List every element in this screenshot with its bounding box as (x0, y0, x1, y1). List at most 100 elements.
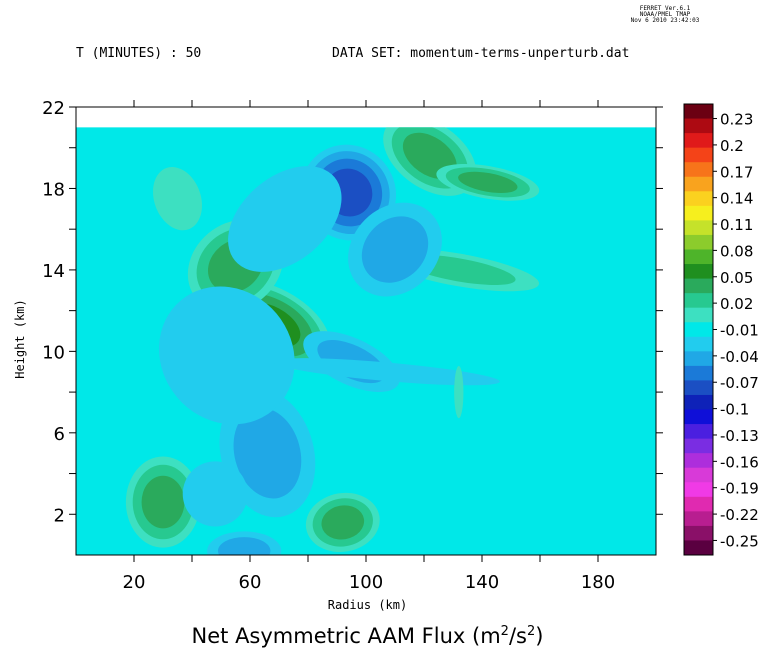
title-main: Net Asymmetric AAM Flux (m (191, 624, 501, 648)
title-sup-1: 2 (500, 624, 509, 639)
colorbar-label: -0.16 (720, 453, 759, 471)
title-sup-2: 2 (526, 624, 536, 639)
contour-feature (305, 492, 380, 553)
colorbar-label: -0.13 (720, 427, 759, 445)
colorbar-swatch (684, 336, 713, 352)
colorbar-swatch (684, 104, 713, 120)
colorbar-swatch (684, 394, 713, 411)
y-tick-label: 6 (54, 424, 65, 445)
empty-region (76, 107, 656, 128)
title-mid: /s (508, 624, 527, 648)
colorbar-label: 0.14 (720, 190, 753, 208)
y-tick-label: 2 (54, 505, 65, 526)
colorbar-swatch (684, 438, 713, 454)
chart-title: Net Asymmetric AAM Flux (m2/s2) (0, 624, 735, 648)
contour-feature (153, 167, 202, 231)
contour-feature (228, 166, 342, 272)
contour-band (454, 366, 464, 419)
colorbar-swatch (684, 467, 713, 483)
contour-feature (454, 366, 464, 419)
colorbar-label: 0.05 (720, 269, 753, 287)
contour-band (228, 166, 342, 272)
colorbar-swatch (684, 424, 713, 440)
colorbar-label: -0.01 (720, 322, 759, 340)
colorbar-swatch (684, 380, 713, 396)
contour-band (361, 216, 429, 283)
contour-features (125, 127, 540, 555)
contour-band (321, 505, 365, 540)
colorbar-label: -0.04 (720, 348, 759, 366)
y-axis-label: Height (km) (13, 299, 27, 379)
colorbar-swatch (684, 176, 713, 192)
plot-area (76, 107, 656, 555)
contour-feature (348, 202, 442, 297)
colorbar-label: -0.1 (720, 401, 749, 419)
colorbar: 0.23 0.2 0.17 0.14 0.11 0.08 0.05 0.02 -0.01 -0.0… (683, 103, 759, 556)
x-tick-label: 140 (465, 572, 499, 593)
colorbar-swatch (684, 191, 713, 207)
colorbar-swatch (684, 540, 713, 556)
contour-band (141, 475, 185, 529)
x-tick-label: 60 (239, 572, 262, 593)
x-tick-label: 100 (349, 572, 383, 593)
colorbar-label: -0.25 (720, 532, 759, 550)
colorbar-label: 0.11 (720, 216, 753, 234)
colorbar-swatch (684, 234, 713, 250)
title-end: ) (535, 624, 544, 648)
contour-feature (207, 531, 282, 555)
time-header: T (MINUTES) : 50 (76, 46, 202, 61)
contour-feature (182, 461, 248, 527)
colorbar-label: 0.2 (720, 137, 744, 155)
y-tick-label: 10 (42, 342, 65, 363)
contour-band (182, 461, 248, 527)
x-tick-label: 20 (123, 572, 146, 593)
colorbar-swatch (684, 249, 713, 265)
colorbar-swatch (684, 511, 713, 527)
colorbar-label: 0.02 (720, 295, 753, 313)
y-tick-label: 14 (42, 261, 65, 282)
colorbar-swatch (684, 205, 713, 221)
contour-feature (158, 286, 295, 425)
dataset-header: DATA SET: momentum-terms-unperturb.dat (332, 46, 630, 61)
colorbar-label: 0.23 (720, 111, 753, 129)
colorbar-swatch (684, 482, 713, 498)
colorbar-swatch (684, 293, 713, 309)
colorbar-label: -0.19 (720, 480, 759, 498)
stamp-line-2: NOAA/PMEL TMAP (639, 11, 691, 18)
colorbar-swatch (684, 307, 713, 323)
y-tick-label: 18 (42, 179, 65, 200)
colorbar-label: -0.07 (720, 374, 759, 392)
colorbar-swatch (684, 278, 713, 294)
stamp-line-3: Nov 6 2010 23:42:03 (630, 17, 700, 24)
axes: 20 60 100 140 180 2 6 10 14 18 22 (42, 98, 663, 593)
colorbar-swatch (684, 453, 713, 469)
stamp-line-1: FERRET Ver.6.1 (639, 5, 691, 12)
contour-feature (125, 456, 201, 548)
contour-band (217, 537, 271, 555)
contour-feature (436, 163, 540, 201)
colorbar-label: 0.08 (720, 242, 753, 260)
colorbar-swatch (684, 147, 713, 163)
colorbar-swatch (684, 133, 713, 149)
colorbar-swatch (684, 220, 713, 236)
colorbar-swatch (684, 322, 713, 338)
colorbar-label: 0.17 (720, 163, 753, 181)
x-tick-label: 180 (581, 572, 615, 593)
contour-feature (272, 358, 500, 386)
ferret-stamp: FERRET Ver.6.1 NOAA/PMEL TMAP Nov 6 2010… (620, 6, 710, 24)
contour-band (153, 167, 202, 231)
colorbar-label: -0.22 (720, 506, 759, 524)
contour-band (158, 286, 295, 425)
colorbar-swatch (684, 409, 713, 425)
contour-band (272, 358, 500, 386)
contour-band (233, 407, 302, 499)
colorbar-swatch (684, 496, 713, 512)
colorbar-swatch (684, 525, 713, 541)
colorbar-swatch (684, 351, 713, 367)
x-axis-label: Radius (km) (327, 598, 408, 612)
colorbar-swatch (684, 365, 713, 381)
colorbar-swatch (684, 264, 713, 280)
colorbar-swatch (684, 162, 713, 178)
contour-band (458, 171, 518, 193)
